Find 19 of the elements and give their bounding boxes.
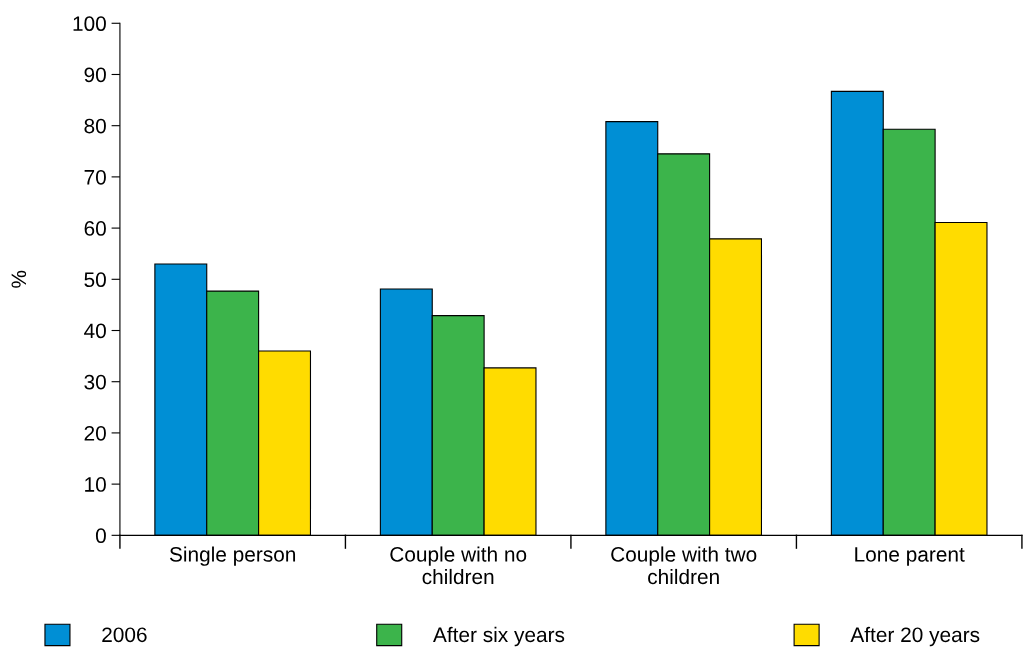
y-axis-title: % (11, 270, 27, 288)
y-tick-label: 80 (84, 118, 106, 134)
y-tick-label: 60 (84, 221, 106, 236)
legend-label: After six years (433, 626, 565, 647)
x-tick-label: Lone parent (855, 547, 965, 566)
y-tick-label: 20 (84, 425, 106, 441)
y-tick-label: 90 (84, 67, 106, 83)
y-tick-label: 100 (73, 16, 106, 32)
x-tick-label: Couple with no children (390, 546, 527, 585)
y-tick-label: 70 (84, 169, 106, 185)
y-tick-label: 40 (84, 323, 106, 339)
y-tick-label: 0 (95, 528, 106, 544)
y-tick-label: 30 (84, 374, 106, 390)
legend-label: After 20 years (850, 626, 980, 647)
x-tick-label: Single person (169, 546, 296, 566)
y-tick-label: 50 (84, 272, 106, 288)
x-tick-label: Couple with two children (611, 546, 757, 585)
legend-label: 2006 (102, 627, 147, 643)
y-tick-label: 10 (85, 477, 106, 492)
